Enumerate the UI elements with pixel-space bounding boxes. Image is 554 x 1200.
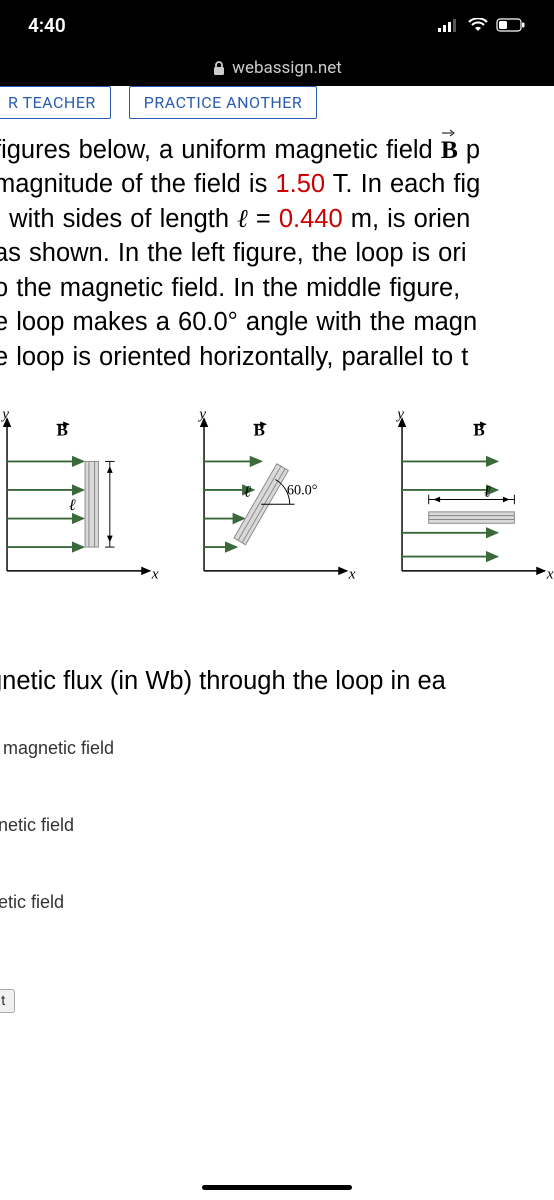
problem-line-1a: magnitude of the field is xyxy=(0,170,275,198)
problem-line-1b: T. In each fig xyxy=(325,170,480,198)
home-indicator[interactable] xyxy=(202,1185,352,1190)
problem-line-4: o the magnetic field. In the middle figu… xyxy=(0,274,460,302)
svg-text:x: x xyxy=(348,565,356,582)
problem-text: figures below, a uniform magnetic field … xyxy=(0,133,554,374)
problem-line-3: as shown. In the left figure, the loop i… xyxy=(0,239,467,267)
figures-row: y x B ℓ xyxy=(0,404,554,614)
field-magnitude: 1.50 xyxy=(275,170,325,198)
svg-text:ℓ: ℓ xyxy=(484,484,491,501)
problem-line-6: e loop is oriented horizontally, paralle… xyxy=(0,343,468,371)
teacher-tab[interactable]: R TEACHER xyxy=(0,86,111,119)
y-label: y xyxy=(0,406,9,423)
figure-right: y x B ℓ xyxy=(383,404,554,614)
svg-text:x: x xyxy=(545,565,553,582)
signal-icon xyxy=(438,18,460,32)
b-vector: B xyxy=(441,135,458,164)
x-label: x xyxy=(151,565,159,582)
submit-button[interactable]: t xyxy=(0,989,15,1013)
figure-middle: y x B 60.0° xyxy=(185,404,356,614)
ell-label: ℓ xyxy=(69,497,76,514)
practice-another-tab[interactable]: PRACTICE ANOTHER xyxy=(129,86,317,119)
lock-icon xyxy=(212,60,226,76)
b-label: B xyxy=(57,421,68,440)
status-bar: 4:40 xyxy=(0,0,554,50)
url-domain: webassign.net xyxy=(232,58,342,78)
problem-line-0a: figures below, a uniform magnetic field xyxy=(0,136,441,164)
problem-line-0b: p xyxy=(458,136,480,164)
part-a: e magnetic field xyxy=(0,738,554,759)
figure-left: y x B ℓ xyxy=(0,404,159,614)
problem-line-2b: = xyxy=(248,205,279,233)
svg-text:B: B xyxy=(473,421,484,440)
svg-text:y: y xyxy=(198,406,207,423)
wifi-icon xyxy=(468,18,488,32)
side-length: 0.440 xyxy=(279,205,343,233)
status-right xyxy=(438,18,526,32)
svg-text:ℓ: ℓ xyxy=(244,484,251,501)
problem-content: figures below, a uniform magnetic field … xyxy=(0,123,554,1013)
angle-label: 60.0° xyxy=(287,483,318,499)
url-bar[interactable]: webassign.net xyxy=(0,50,554,86)
flux-question: gnetic flux (in Wb) through the loop in … xyxy=(0,664,554,698)
battery-icon xyxy=(496,18,526,32)
ell-symbol: ℓ xyxy=(237,204,248,233)
svg-text:y: y xyxy=(395,406,404,423)
parts-list: e magnetic field gnetic field netic fiel… xyxy=(0,738,554,913)
problem-line-2a: , with sides of length xyxy=(0,205,237,233)
part-b: gnetic field xyxy=(0,815,554,836)
svg-text:B: B xyxy=(254,421,265,440)
part-c: netic field xyxy=(0,892,554,913)
tabs-row: R TEACHER PRACTICE ANOTHER xyxy=(0,86,554,123)
problem-line-2c: m, is orien xyxy=(343,205,471,233)
problem-line-5: e loop makes a 60.0° angle with the magn xyxy=(0,308,477,336)
status-time: 4:40 xyxy=(28,14,66,37)
